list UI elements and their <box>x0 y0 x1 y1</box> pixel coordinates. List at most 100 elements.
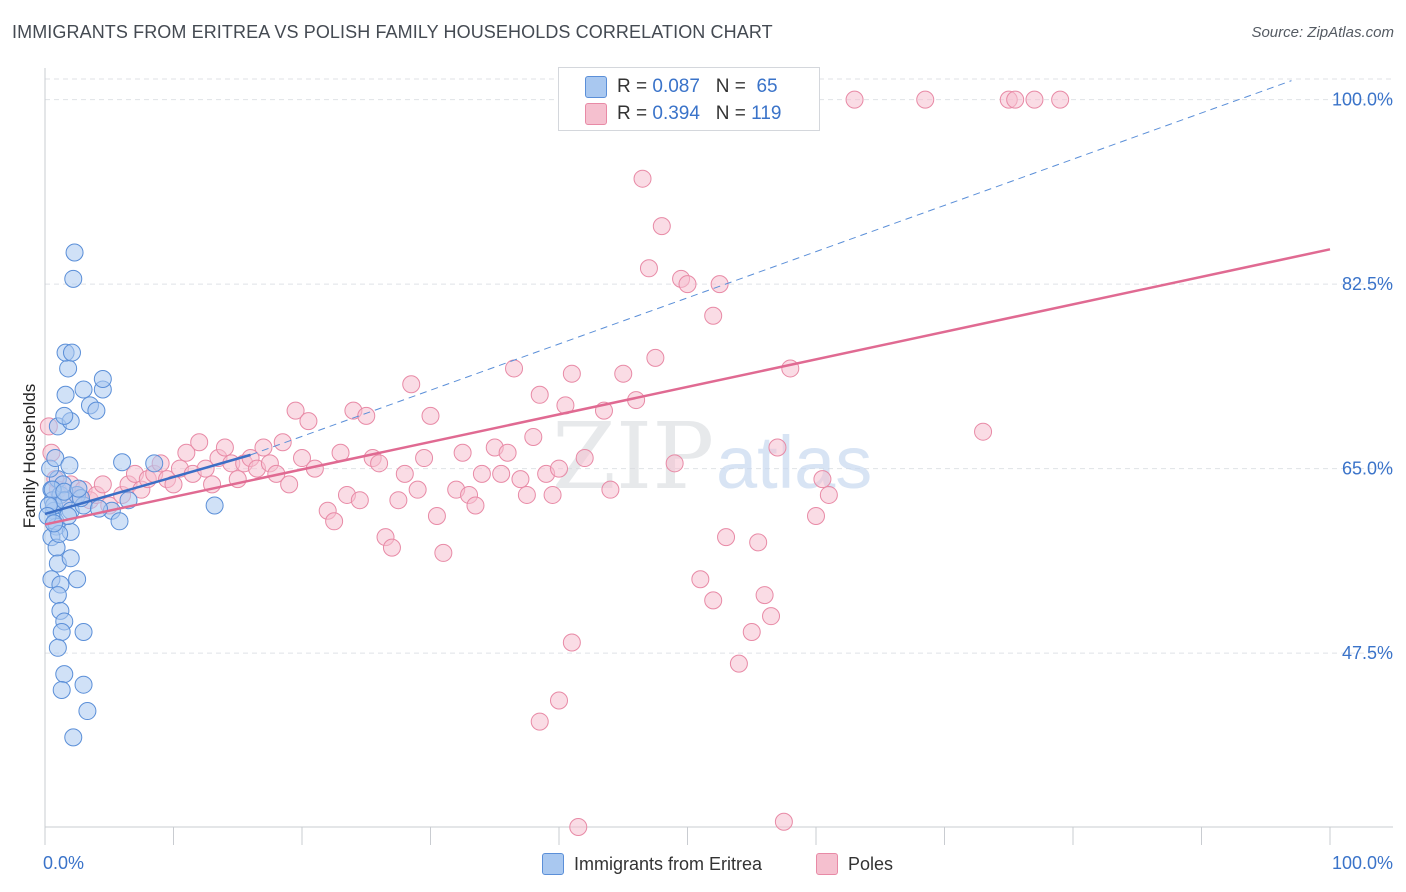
poles-point <box>710 275 729 294</box>
poles-trend-line <box>44 248 1331 526</box>
eritrea-point <box>48 586 67 605</box>
eritrea-point <box>62 343 81 362</box>
eritrea-point <box>78 702 97 721</box>
poles-point <box>511 470 530 489</box>
legend-r-label: R = <box>617 76 648 97</box>
bottom-legend-label-eritrea: Immigrants from Eritrea <box>574 853 763 874</box>
poles-point <box>389 491 408 510</box>
legend-r-value: 0.394 <box>652 103 700 124</box>
legend-n-label: N = <box>715 103 746 124</box>
eritrea-point <box>52 680 71 699</box>
poles-point <box>472 464 491 483</box>
trend-lines <box>44 80 1331 526</box>
legend: R = 0.087 N = 65 R = 0.394 N = 119 <box>558 67 820 131</box>
poles-point <box>1051 90 1070 109</box>
poles-point <box>807 507 825 526</box>
poles-point <box>665 454 684 473</box>
legend-r-label: R = <box>617 103 648 124</box>
poles-point <box>749 533 768 552</box>
poles-point <box>755 586 774 605</box>
poles-point <box>704 306 723 325</box>
poles-point <box>215 438 234 457</box>
poles-point <box>813 470 832 489</box>
eritrea-point <box>64 728 83 747</box>
poles-point <box>1006 90 1025 109</box>
y-tick-label: 65.0% <box>1342 459 1393 479</box>
poles-point <box>350 491 369 510</box>
eritrea-point <box>64 269 83 288</box>
y-axis-label: Family Households <box>20 384 39 529</box>
poles-point <box>286 401 305 420</box>
poles-point <box>505 359 524 378</box>
poles-point <box>492 464 511 483</box>
eritrea-point <box>74 675 93 694</box>
poles-point <box>427 507 446 526</box>
poles-point <box>845 90 864 109</box>
eritrea-trend-dashed <box>250 80 1292 456</box>
poles-point <box>382 538 401 557</box>
eritrea-point <box>110 512 129 531</box>
legend-n-value: 65 <box>756 76 778 97</box>
eritrea-point <box>68 570 87 589</box>
eritrea-point <box>74 622 93 641</box>
chart-title: IMMIGRANTS FROM ERITREA VS POLISH FAMILY… <box>12 22 773 42</box>
poles-point <box>254 438 273 457</box>
watermark-atlas: atlas <box>716 421 872 504</box>
eritrea-point <box>74 380 93 399</box>
eritrea-point <box>46 449 65 468</box>
poles-point <box>543 485 562 504</box>
poles-point <box>742 622 761 641</box>
poles-point <box>402 375 421 394</box>
eritrea-point <box>61 549 80 568</box>
poles-point <box>646 348 665 367</box>
poles-point <box>370 454 389 473</box>
poles-point <box>517 485 536 504</box>
poles-point <box>190 433 209 452</box>
bottom-legend-swatch-pink <box>816 853 838 875</box>
poles-point <box>530 385 549 404</box>
poles-point <box>498 443 517 462</box>
legend-swatch-pink <box>585 103 607 125</box>
poles-point <box>550 459 568 478</box>
poles-point <box>916 90 935 109</box>
grid-lines <box>45 78 1393 654</box>
poles-point <box>575 449 594 468</box>
poles-point <box>524 427 543 446</box>
poles-point <box>819 485 838 504</box>
poles-point <box>729 654 748 673</box>
poles-point <box>530 712 549 731</box>
bottom-legend-eritrea: Immigrants from Eritrea <box>542 852 762 876</box>
poles-point <box>717 528 736 547</box>
poles-point <box>421 406 440 425</box>
poles-point <box>974 422 993 441</box>
y-tick-label: 47.5% <box>1342 643 1393 663</box>
eritrea-point <box>55 665 74 684</box>
poles-point <box>691 570 710 589</box>
source-label: Source: ZipAtlas.com <box>1251 24 1394 41</box>
poles-point <box>639 259 658 278</box>
eritrea-point <box>48 638 67 657</box>
eritrea-point <box>113 453 132 472</box>
poles-point <box>395 464 414 483</box>
bottom-legend-poles: Poles <box>816 852 893 876</box>
poles-point <box>704 591 723 610</box>
eritrea-point <box>87 401 106 420</box>
poles-point <box>633 169 652 188</box>
poles-point <box>434 543 453 562</box>
poles-point <box>601 480 620 499</box>
poles-point <box>466 496 485 515</box>
eritrea-points <box>38 243 224 747</box>
eritrea-point <box>52 622 71 641</box>
eritrea-point <box>55 406 74 425</box>
y-tick-label: 82.5% <box>1342 274 1393 294</box>
y-tick-label: 100.0% <box>1332 90 1393 110</box>
tick-labels: 47.5% 65.0% 82.5% 100.0% 0.0% 100.0% <box>43 90 1393 873</box>
poles-point <box>762 607 781 626</box>
x-tick-label: 0.0% <box>43 853 84 873</box>
poles-points <box>39 90 1070 836</box>
poles-point <box>177 443 196 462</box>
poles-point <box>415 449 434 468</box>
poles-point <box>273 433 292 452</box>
poles-point <box>299 412 318 431</box>
